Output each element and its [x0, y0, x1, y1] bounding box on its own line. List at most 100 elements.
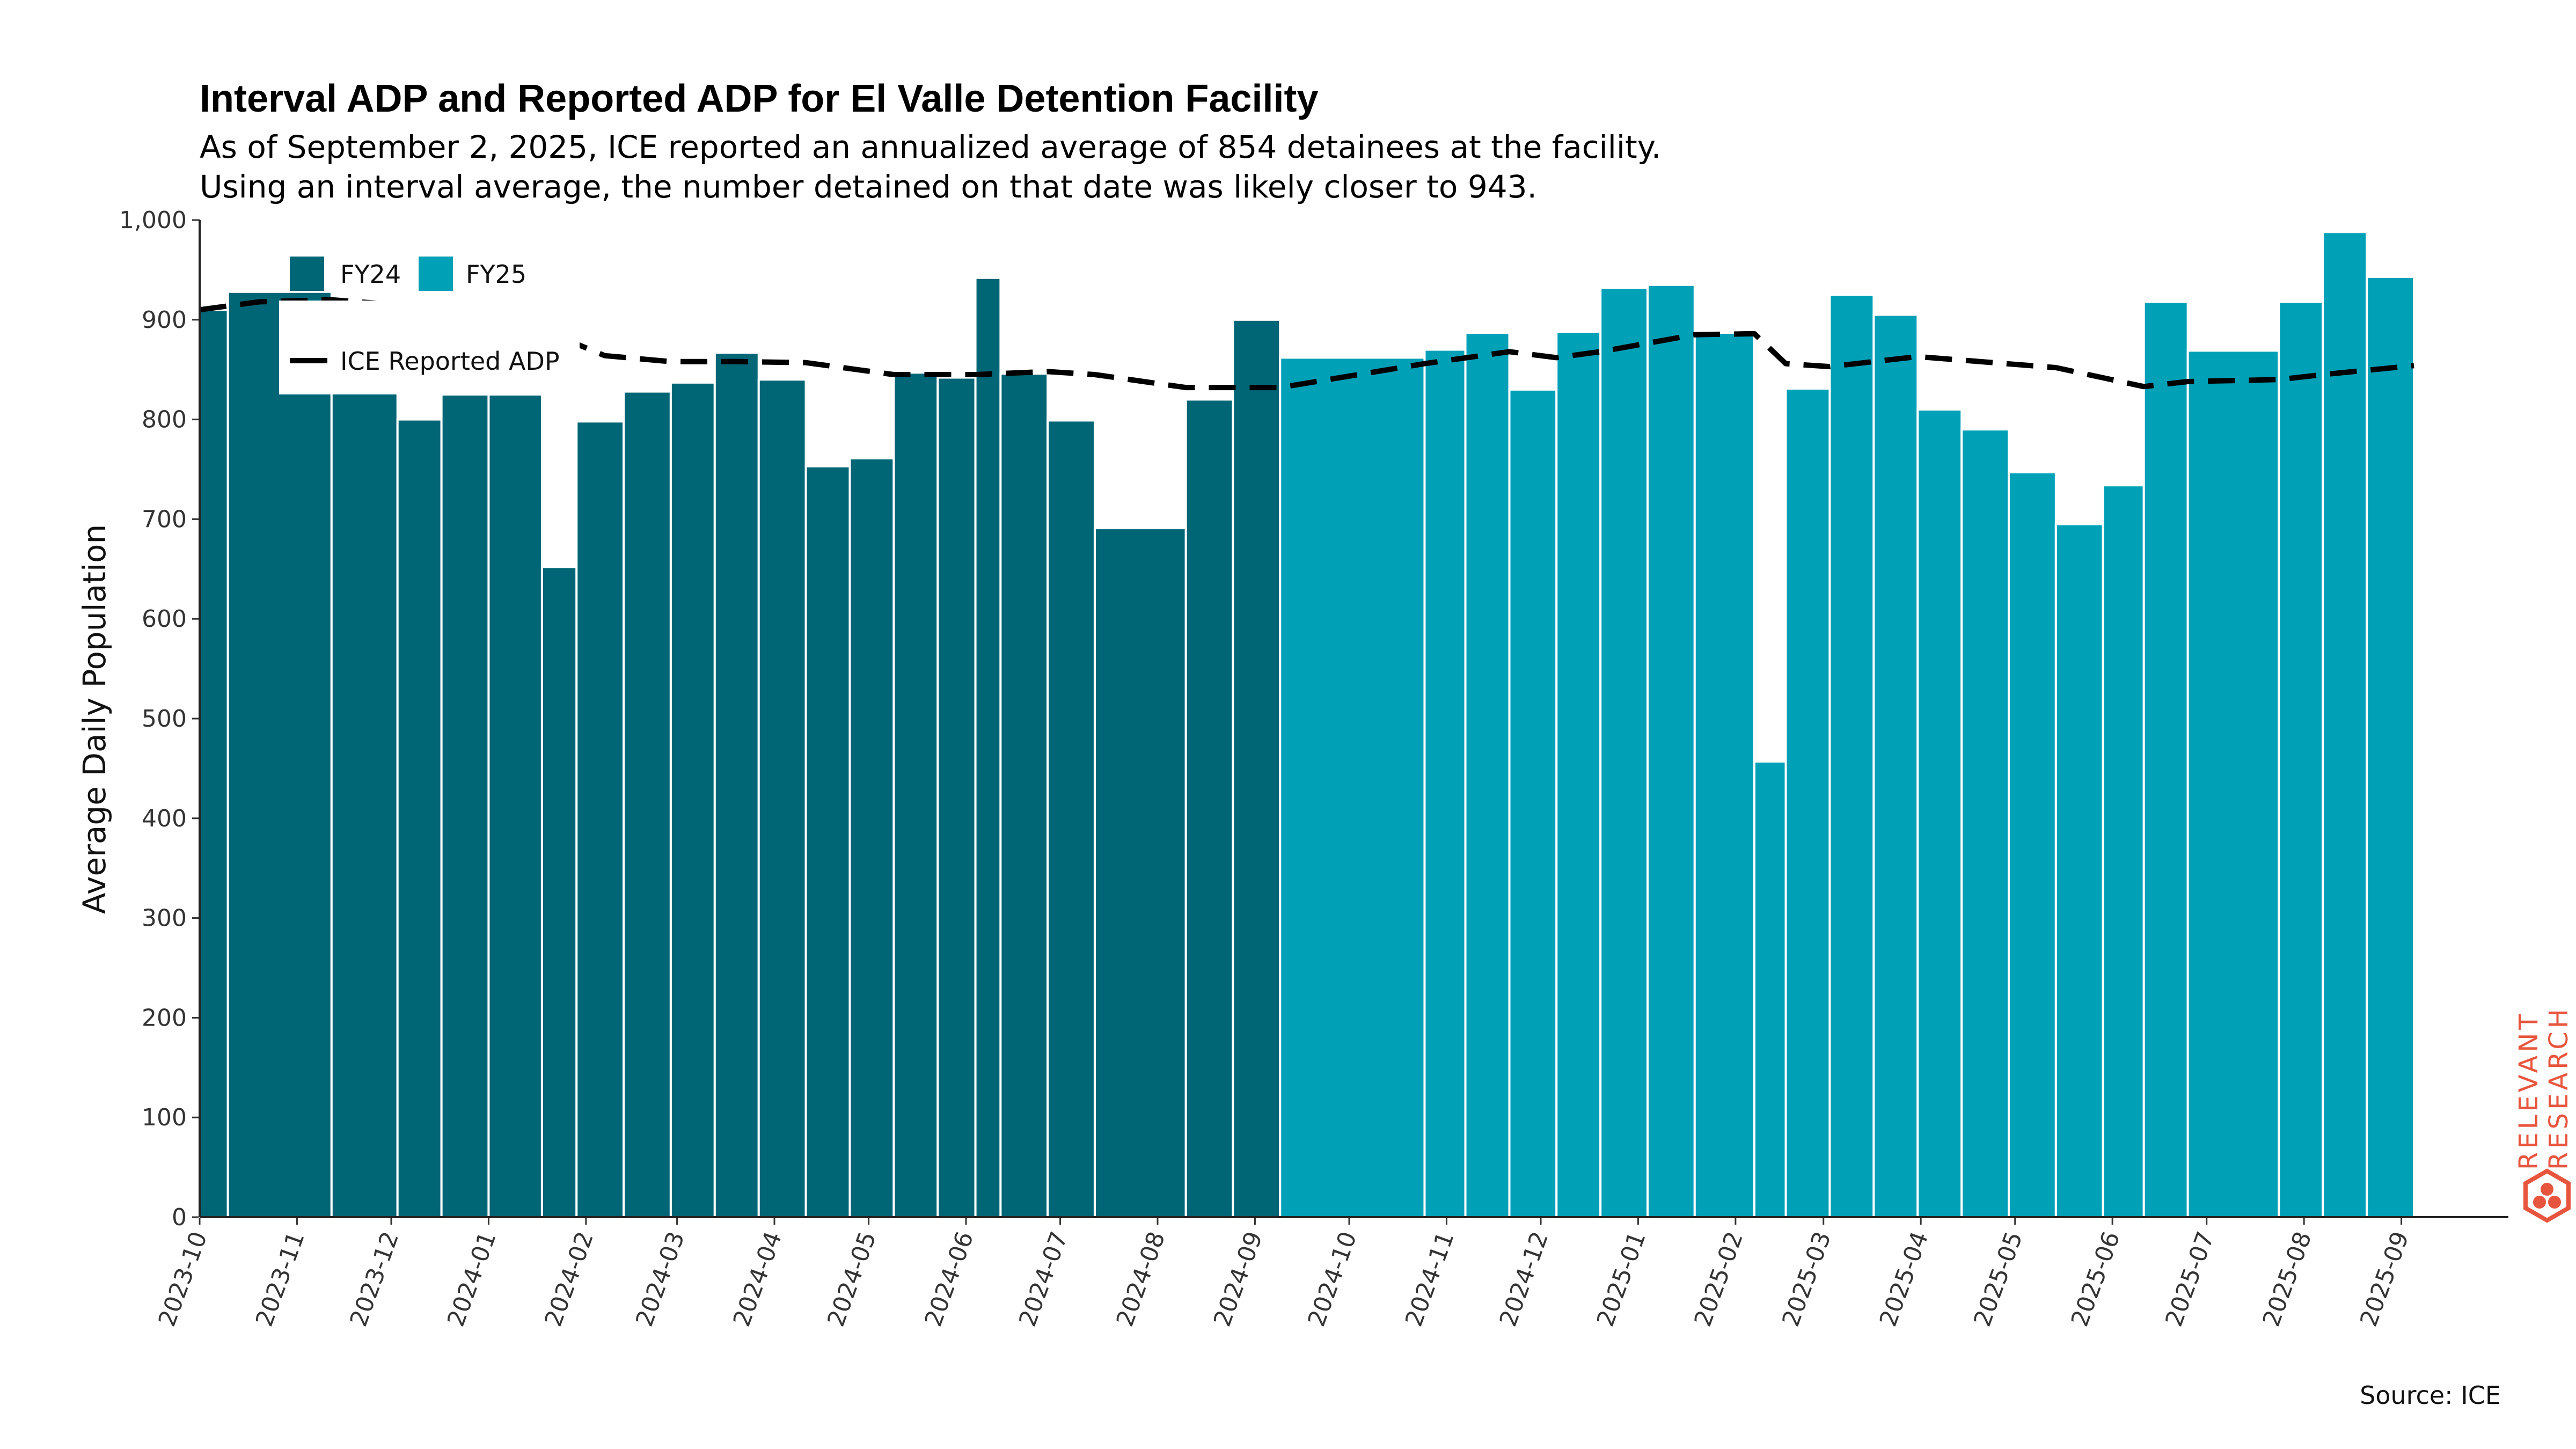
bar-fy25	[1555, 331, 1602, 1219]
bar-fy24	[848, 457, 895, 1218]
bar-fy25	[1828, 294, 1875, 1218]
bar-fy25	[1753, 760, 1787, 1219]
x-tick-label: 2024-03	[631, 1228, 690, 1330]
x-tick-label: 2025-09	[2355, 1228, 2414, 1330]
brand-mark-icon	[2523, 1168, 2571, 1223]
source-note: Source: ICE	[2360, 1381, 2501, 1410]
y-tick-label: 300	[142, 905, 187, 932]
bar-fy25	[1693, 331, 1755, 1218]
bar-fy25	[1960, 428, 2010, 1218]
bar-fy24	[936, 376, 977, 1219]
x-tick-label: 2024-12	[1495, 1228, 1554, 1330]
bar-fy25	[1508, 388, 1558, 1218]
bar-fy24	[575, 420, 625, 1218]
bar-fy24	[396, 418, 443, 1218]
x-tick-label: 2024-02	[539, 1228, 599, 1330]
bar-fy25	[1599, 287, 1649, 1218]
x-tick-label: 2024-08	[1111, 1228, 1171, 1330]
y-tick-label: 500	[142, 705, 187, 733]
bar-fy25	[2008, 471, 2057, 1218]
brand-line-2: RESEARCH	[2544, 1006, 2574, 1170]
bar-fy24	[199, 309, 229, 1218]
x-tick-label: 2025-05	[1968, 1228, 2028, 1330]
x-tick-label: 2025-06	[2066, 1228, 2126, 1330]
bar-fy24	[974, 276, 1002, 1218]
chart-subtitle-line-1: As of September 2, 2025, ICE reported an…	[200, 129, 1661, 165]
y-ticks: 0 100 200 300 400 500 600 700 800 900 1,000	[119, 207, 200, 1231]
legend-label-fy24: FY24	[340, 260, 401, 289]
bar-fy24	[1046, 419, 1096, 1218]
bar-fy25	[2278, 301, 2324, 1219]
x-tick-label: 2024-05	[822, 1228, 882, 1330]
bar-fy24	[1184, 398, 1234, 1219]
bar-fy24	[757, 378, 807, 1218]
x-tick-label: 2025-07	[2160, 1228, 2220, 1330]
bar-fy24	[669, 381, 716, 1218]
bar-fy25	[2102, 484, 2145, 1218]
brand-logo: RELEVANT RESEARCH	[2514, 1006, 2574, 1223]
bar-fy25	[1646, 283, 1696, 1218]
y-tick-label: 800	[142, 406, 187, 434]
bar-fy25	[1423, 348, 1467, 1218]
x-tick-label: 2025-01	[1592, 1228, 1651, 1330]
y-tick-label: 700	[142, 506, 187, 533]
bar-fy25	[2054, 523, 2104, 1219]
bar-fy25	[2322, 231, 2368, 1218]
chart-subtitle-line-2: Using an interval average, the number de…	[200, 169, 1537, 205]
bar-fy25	[2186, 349, 2280, 1219]
bar-fy24	[713, 352, 760, 1218]
y-axis-label: Average Daily Population	[76, 524, 113, 914]
bar-fy25	[1872, 313, 1919, 1218]
bar-fy25	[2142, 301, 2189, 1219]
bar-fy24	[330, 303, 399, 1218]
x-tick-label: 2025-02	[1689, 1228, 1748, 1330]
x-tick-label: 2023-12	[345, 1228, 405, 1330]
legend-label-reported-adp: ICE Reported ADP	[340, 347, 560, 376]
y-tick-label: 1,000	[119, 207, 187, 234]
brand-line-1: RELEVANT	[2514, 1011, 2544, 1170]
bar-fy24	[487, 393, 543, 1218]
x-tick-label: 2023-10	[153, 1228, 213, 1330]
x-tick-label: 2024-06	[920, 1228, 979, 1330]
x-tick-label: 2024-07	[1014, 1228, 1073, 1330]
bar-fy24	[804, 465, 851, 1218]
x-tick-label: 2024-11	[1400, 1228, 1460, 1330]
y-tick-label: 200	[142, 1004, 187, 1031]
y-tick-label: 600	[142, 605, 187, 633]
y-tick-label: 0	[172, 1204, 187, 1231]
y-tick-label: 100	[142, 1104, 187, 1131]
bar-fy24	[1232, 318, 1282, 1218]
x-tick-label: 2024-09	[1209, 1228, 1268, 1330]
legend-line-background	[279, 301, 580, 394]
x-tick-label: 2023-11	[251, 1228, 310, 1330]
bar-fy25	[1784, 387, 1831, 1219]
x-ticks: 2023-10 2023-11 2023-12 2024-01 2024-02 2024-…	[153, 1217, 2414, 1330]
bar-fy24	[623, 390, 672, 1218]
bar-fy24	[540, 566, 578, 1218]
bar-fy25	[1916, 408, 1963, 1218]
y-tick-label: 900	[142, 306, 187, 334]
x-tick-label: 2024-04	[728, 1228, 788, 1330]
legend: FY24 FY25 ICE Reported ADP	[279, 257, 580, 394]
x-tick-label: 2025-03	[1777, 1228, 1836, 1330]
x-tick-label: 2025-04	[1875, 1228, 1934, 1330]
axes	[199, 220, 2508, 1218]
chart-title: Interval ADP and Reported ADP for El Val…	[200, 77, 1318, 120]
bar-fy25	[1279, 356, 1426, 1218]
bar-fy25	[2366, 275, 2416, 1218]
bar-fy24	[1093, 527, 1187, 1219]
bar-fy24	[999, 372, 1049, 1219]
legend-label-fy25: FY25	[466, 260, 526, 289]
bar-fy24	[892, 371, 939, 1218]
bar-fy24	[226, 290, 333, 1218]
bar-fy25	[1464, 331, 1511, 1218]
legend-swatch-fy24	[290, 257, 324, 291]
x-tick-label: 2024-10	[1303, 1228, 1363, 1330]
x-tick-label: 2024-01	[442, 1228, 502, 1330]
bar-fy24	[440, 393, 490, 1218]
x-tick-label: 2025-08	[2258, 1228, 2317, 1330]
y-tick-label: 400	[142, 805, 187, 832]
legend-swatch-fy25	[419, 257, 453, 291]
